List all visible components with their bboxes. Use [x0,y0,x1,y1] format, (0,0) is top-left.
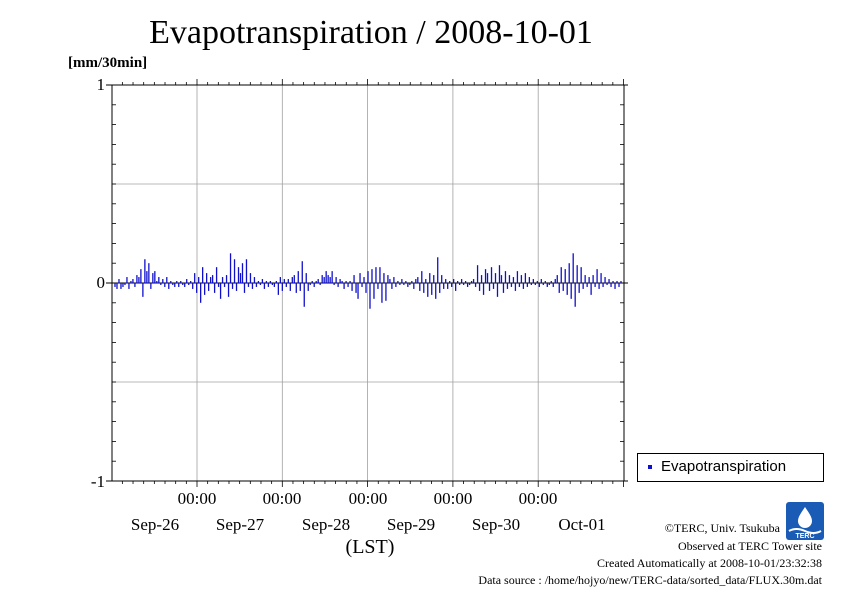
y-tick-label-top: 1 [96,75,106,94]
footer-created: Created Automatically at 2008-10-01/23:3… [597,556,822,570]
legend-label: Evapotranspiration [661,458,787,475]
y-tick-label-bottom: -1 [90,472,105,491]
x-tick-date-label: Sep-30 [471,515,521,534]
x-tick-date-label: Oct-01 [558,515,606,534]
legend-box: Evapotranspiration [637,453,824,482]
x-tick-time-label: 00:00 [262,489,302,508]
x-tick-time-label: 00:00 [177,489,217,508]
chart-title: Evapotranspiration / 2008-10-01 [149,14,593,51]
footer-copyright: ©TERC, Univ. Tsukuba [664,521,780,535]
footer-data-source: Data source : /home/hojyo/new/TERC-data/… [478,573,822,587]
legend-swatch [648,465,652,469]
x-axis-label: (LST) [345,536,395,558]
x-tick-date-label: Sep-27 [215,515,265,534]
x-tick-time-label: 00:00 [348,489,388,508]
footer-observed: Observed at TERC Tower site [677,539,822,553]
x-tick-time-label: 00:00 [433,489,473,508]
x-tick-time-label: 00:00 [518,489,558,508]
terc-logo-icon: TERC [786,502,824,540]
y-axis-unit-label: [mm/30min] [68,55,148,71]
y-tick-label-zero: 0 [96,273,106,292]
x-tick-date-label: Sep-29 [386,515,436,534]
x-tick-date-label: Sep-28 [301,515,351,534]
x-tick-date-label: Sep-26 [130,515,180,534]
svg-text:TERC: TERC [795,533,814,540]
